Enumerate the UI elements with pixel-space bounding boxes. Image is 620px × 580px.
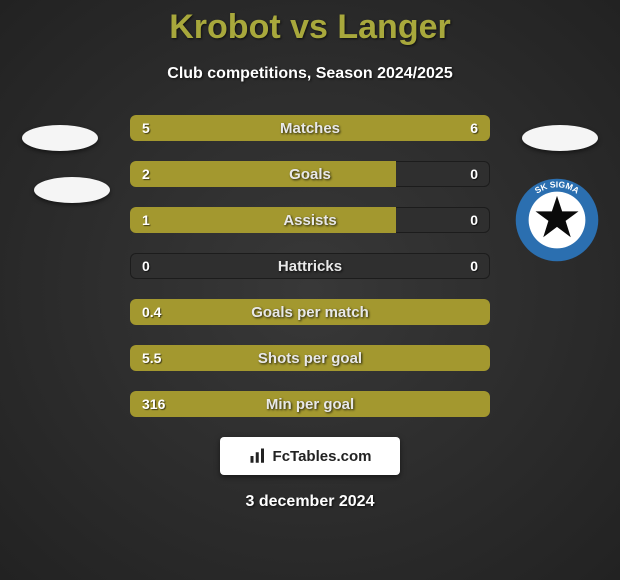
club-badge-icon: SK SIGMA OLOMOUC [514,177,600,263]
stats-bars: 56Matches20Goals10Assists00Hattricks0.4G… [130,115,490,417]
fctables-label: FcTables.com [273,448,372,465]
player-left-marker-1 [22,125,98,151]
player-left-marker-2 [34,177,110,203]
player-right-marker [522,125,598,151]
stat-value-left: 5 [142,115,150,141]
subtitle: Club competitions, Season 2024/2025 [0,65,620,83]
stat-row: 10Assists [130,207,490,233]
stat-value-right: 6 [470,115,478,141]
stat-row: 316Min per goal [130,391,490,417]
bar-fill-left [130,391,490,417]
chart-icon [249,447,267,465]
bar-fill-right [292,115,490,141]
bar-fill-left [130,207,396,233]
stat-value-left: 316 [142,391,165,417]
stat-row: 5.5Shots per goal [130,345,490,371]
stat-value-right: 0 [470,161,478,187]
stat-value-right: 0 [470,253,478,279]
bar-fill-left [130,299,490,325]
date-label: 3 december 2024 [0,493,620,511]
stat-value-left: 1 [142,207,150,233]
stat-row: 20Goals [130,161,490,187]
stat-value-right: 0 [470,207,478,233]
stat-row: 0.4Goals per match [130,299,490,325]
stat-value-left: 5.5 [142,345,161,371]
bar-fill-left [130,345,490,371]
stat-value-left: 2 [142,161,150,187]
stat-row: 0 0Hattricks [130,253,490,279]
stat-value-left: 0 [142,253,150,279]
bar-fill-left [130,161,396,187]
fctables-watermark: FcTables.com [220,437,400,475]
stat-label: Hattricks [130,253,490,279]
page-title: Krobot vs Langer [0,0,620,47]
stat-value-left: 0.4 [142,299,161,325]
bar-fill-left [130,115,292,141]
stat-row: 56Matches [130,115,490,141]
club-badge: SK SIGMA OLOMOUC [514,177,600,263]
